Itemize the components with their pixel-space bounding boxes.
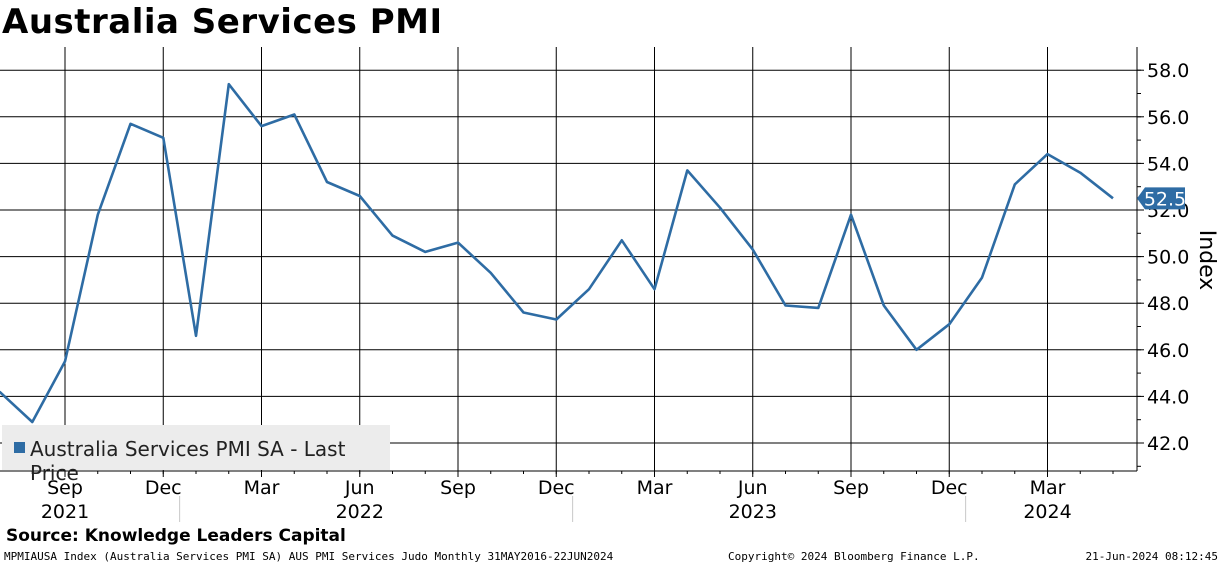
x-year-label: 2022 [336, 501, 384, 523]
legend: Australia Services PMI SA - Last Price [2, 425, 390, 485]
x-year-label: 2021 [41, 501, 89, 523]
source-note: Source: Knowledge Leaders Capital [6, 526, 346, 546]
legend-label: Australia Services PMI SA - Last Price [30, 437, 346, 485]
series-layer [0, 82, 1114, 424]
y-tick-label: 56.0 [1147, 107, 1189, 129]
footer-ticker: MPMIAUSA Index (Australia Services PMI S… [4, 550, 614, 563]
footer-timestamp: 21-Jun-2024 08:12:45 [1085, 550, 1218, 563]
last-value-label: 52.5 [1144, 188, 1186, 210]
y-axis: 42.044.046.048.050.052.054.056.058.0Inde… [1136, 47, 1219, 471]
y-axis-label: Index [1194, 230, 1219, 291]
y-tick-label: 58.0 [1147, 60, 1189, 82]
chart-title: Australia Services PMI [2, 2, 443, 42]
x-tick-label: Mar [637, 477, 673, 499]
x-tick-label: Sep [440, 477, 476, 499]
x-tick-label: Dec [931, 477, 968, 499]
y-tick-label: 46.0 [1147, 340, 1189, 362]
last-value-box [1137, 187, 1185, 210]
y-tick-label: 54.0 [1147, 153, 1189, 175]
y-tick-label: 50.0 [1147, 247, 1189, 269]
legend-swatch [14, 442, 25, 453]
x-tick-label: Mar [1030, 477, 1066, 499]
footer-copyright: Copyright© 2024 Bloomberg Finance L.P. [728, 550, 980, 563]
x-year-label: 2023 [729, 501, 777, 523]
x-tick-label: Jun [344, 477, 375, 499]
x-year-label: 2024 [1023, 501, 1071, 523]
x-tick-label: Dec [538, 477, 575, 499]
series-line [0, 82, 1114, 424]
x-tick-label: Sep [47, 477, 83, 499]
x-tick-label: Mar [244, 477, 280, 499]
grid [0, 47, 1137, 471]
y-tick-label: 44.0 [1147, 386, 1189, 408]
x-tick-label: Dec [145, 477, 182, 499]
x-tick-label: Jun [737, 477, 768, 499]
y-tick-label: 48.0 [1147, 293, 1189, 315]
x-tick-label: Sep [833, 477, 869, 499]
y-tick-label: 42.0 [1147, 433, 1189, 455]
x-axis: Sep Dec Mar Jun Sep Dec Mar Jun Sep Dec Mar 2021 202… [0, 470, 1137, 523]
last-value-marker: 52.5 [1137, 187, 1186, 210]
